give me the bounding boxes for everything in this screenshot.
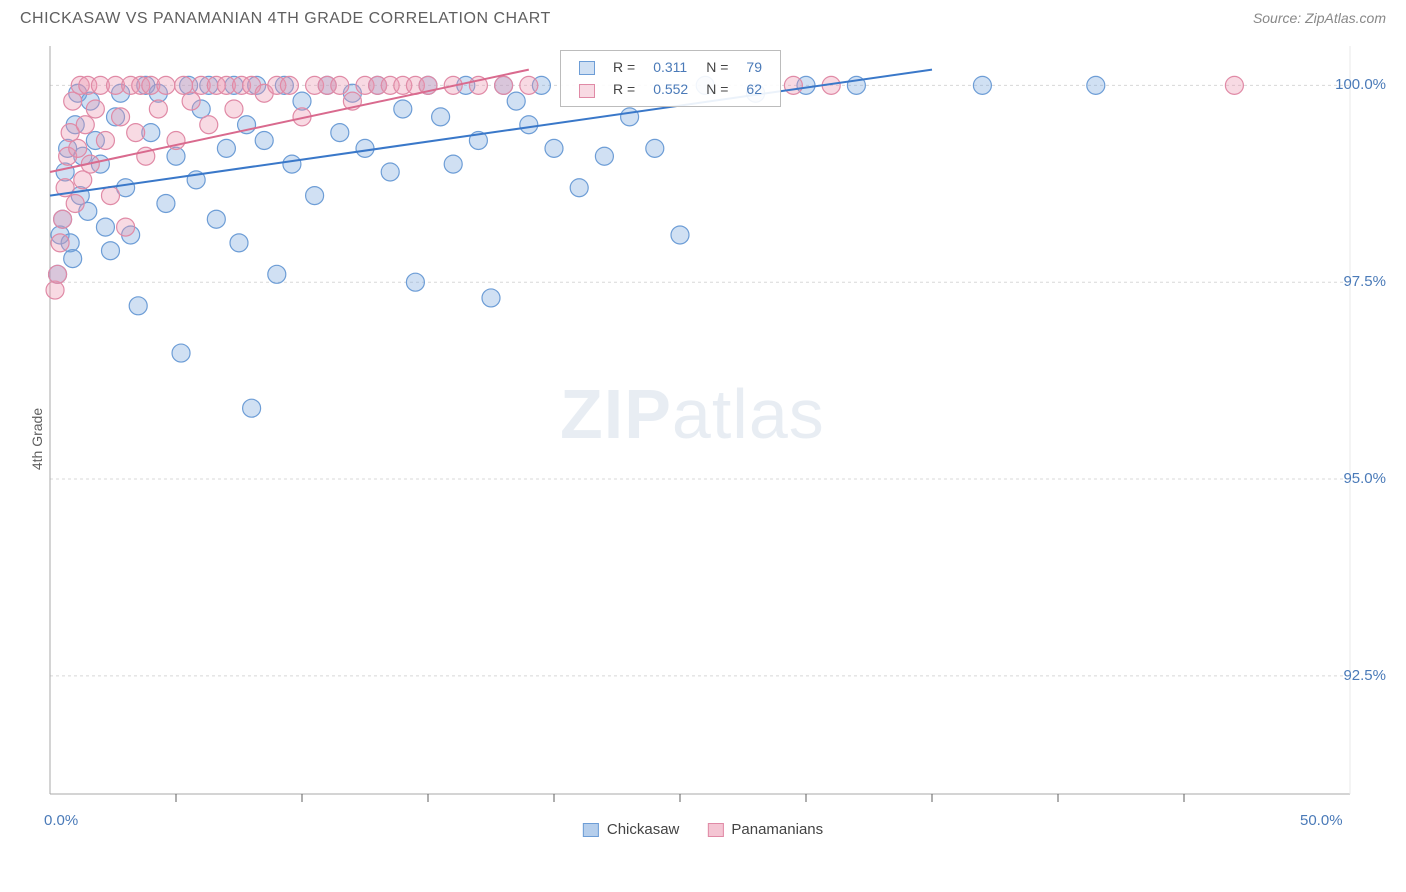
chart-header: CHICKASAW VS PANAMANIAN 4TH GRADE CORREL… xyxy=(0,0,1406,34)
stats-row: R =0.311N =79 xyxy=(571,57,770,77)
legend-item: Panamanians xyxy=(707,821,823,838)
scatter-plot-svg xyxy=(0,34,1406,844)
chart-source: Source: ZipAtlas.com xyxy=(1253,10,1386,26)
correlation-stats-box: R =0.311N =79R =0.552N =62 xyxy=(560,50,781,107)
chart-title: CHICKASAW VS PANAMANIAN 4TH GRADE CORREL… xyxy=(20,10,551,28)
legend-item: Chickasaw xyxy=(583,821,680,838)
x-axis-min-label: 0.0% xyxy=(44,812,78,829)
stats-row: R =0.552N =62 xyxy=(571,79,770,99)
y-tick-label: 92.5% xyxy=(1343,667,1386,684)
y-tick-label: 100.0% xyxy=(1335,76,1386,93)
chart-container: 4th Grade ZIPatlas R =0.311N =79R =0.552… xyxy=(0,34,1406,844)
y-tick-label: 97.5% xyxy=(1343,273,1386,290)
x-axis-max-label: 50.0% xyxy=(1300,812,1343,829)
y-tick-label: 95.0% xyxy=(1343,470,1386,487)
y-axis-label: 4th Grade xyxy=(29,408,45,470)
series-legend: Chickasaw Panamanians xyxy=(583,821,823,838)
